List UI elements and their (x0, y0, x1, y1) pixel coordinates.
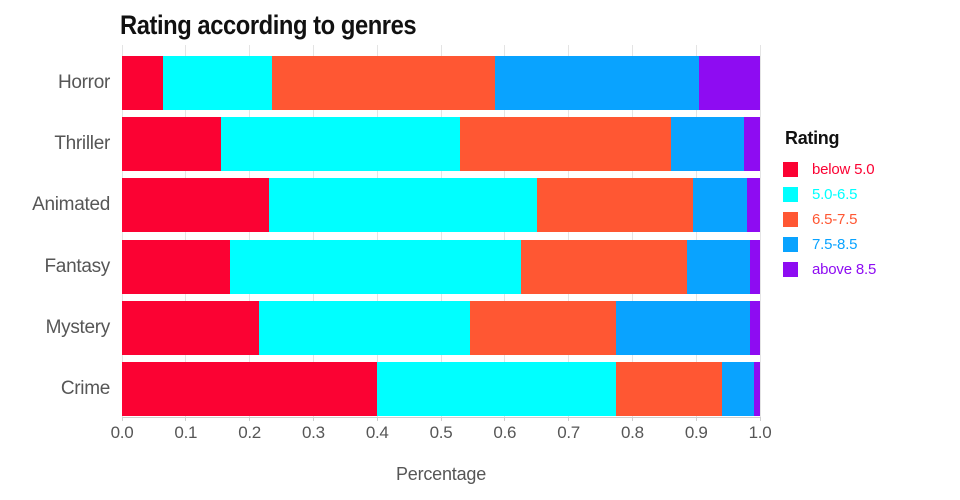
bar-segment (230, 239, 521, 294)
bar-row-crime (122, 362, 760, 416)
bar-segment (377, 362, 617, 416)
genre-label: Fantasy (44, 255, 111, 277)
legend-swatch-icon (783, 187, 798, 202)
bar-segment (122, 56, 164, 110)
x-axis-tick (121, 417, 123, 421)
x-tick-label: 0.9 (684, 423, 708, 442)
x-axis-tick (504, 417, 506, 421)
bar-segment (750, 300, 760, 355)
x-tick-label: 0.4 (365, 423, 389, 442)
bar-segment (616, 362, 722, 416)
bar-segment (163, 56, 272, 110)
bar-segment (744, 117, 760, 172)
x-axis-tick (185, 417, 187, 421)
legend-swatch-icon (783, 212, 798, 227)
legend-swatch-icon (783, 162, 798, 177)
bar-segment (122, 239, 231, 294)
bar-row-thriller (122, 117, 760, 172)
bar-segment (122, 300, 260, 355)
genre-label: Thriller (54, 133, 110, 155)
genre-label: Horror (57, 72, 110, 93)
bar-segment (469, 300, 617, 355)
legend: Rating below 5.0 5.0-6.5 6.5-7.5 7.5-8.5 abo… (783, 128, 876, 282)
chart-title: Rating according to genres (120, 10, 417, 40)
x-axis-tick (312, 417, 314, 421)
bar-segment (122, 362, 378, 416)
bar-segment (670, 117, 745, 172)
bar-row-mystery (122, 300, 760, 355)
legend-label: 6.5-7.5 (812, 211, 858, 228)
legend-swatch-icon (783, 237, 798, 252)
legend-label: above 8.5 (812, 261, 877, 278)
legend-item: above 8.5 (783, 257, 876, 282)
bar-segment (122, 117, 221, 172)
plot-area (121, 45, 761, 421)
x-axis-title: Percentage (395, 464, 487, 484)
bar-segment (750, 239, 760, 294)
genre-label: Mystery (45, 316, 111, 338)
x-tick-label: 0.6 (493, 423, 517, 442)
x-axis-tick (249, 417, 251, 421)
x-axis-tick (568, 417, 570, 421)
bar-segment (616, 300, 751, 355)
bar-segment (460, 117, 671, 172)
x-axis-tick (376, 417, 378, 421)
x-tick-label: 0.7 (557, 423, 580, 442)
bar-segment (220, 117, 461, 172)
gridline (759, 45, 761, 417)
bar-segment (259, 300, 470, 355)
x-axis-tick (695, 417, 697, 421)
x-tick-label: 0.1 (174, 423, 198, 442)
x-tick-label: 0.3 (302, 423, 325, 442)
bar-segment (747, 178, 760, 233)
x-tick-label: 0.2 (238, 423, 261, 442)
legend-label: 7.5-8.5 (812, 236, 858, 253)
genre-label: Crime (60, 378, 110, 399)
bar-segment (699, 56, 760, 110)
legend-label: 5.0-6.5 (812, 186, 858, 203)
bar-row-animated (122, 178, 760, 233)
legend-label: below 5.0 (812, 161, 875, 178)
legend-item: 7.5-8.5 (783, 232, 876, 257)
x-tick-label: 0.8 (621, 423, 644, 442)
bar-segment (721, 362, 754, 416)
bar-segment (686, 239, 751, 294)
x-axis-tick (440, 417, 442, 421)
x-tick-label: 0.0 (110, 423, 134, 442)
x-axis-tick (759, 417, 761, 421)
bar-segment (271, 56, 496, 110)
legend-item: below 5.0 (783, 157, 876, 182)
legend-title: Rating (785, 128, 840, 148)
x-tick-label: 1.0 (748, 423, 772, 442)
bar-segment (520, 239, 687, 294)
bar-segment (536, 178, 693, 233)
bar-segment (753, 362, 760, 416)
bar-segment (122, 178, 269, 233)
bar-segment (268, 178, 537, 233)
genre-label: Animated (32, 194, 110, 216)
legend-items: below 5.0 5.0-6.5 6.5-7.5 7.5-8.5 above 8.5 (783, 157, 876, 282)
bar-row-fantasy (122, 239, 760, 294)
bar-segment (495, 56, 700, 110)
legend-item: 6.5-7.5 (783, 207, 876, 232)
legend-item: 5.0-6.5 (783, 182, 876, 207)
legend-swatch-icon (783, 262, 798, 277)
x-axis-tick (631, 417, 633, 421)
bar-row-horror (122, 56, 760, 110)
x-tick-label: 0.5 (429, 423, 453, 442)
bar-segment (692, 178, 748, 233)
